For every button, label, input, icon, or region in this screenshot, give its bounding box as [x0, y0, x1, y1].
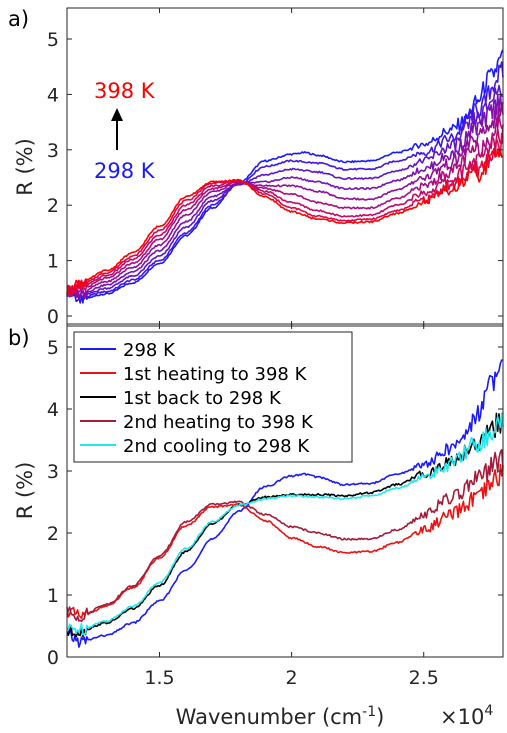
legend: 298 K 1st heating to 398 K 1st back to 298… — [73, 331, 353, 463]
x-axis-multiplier-exponent: 4 — [484, 703, 493, 719]
x-axis-label-main: Wavenumber (cm — [176, 705, 362, 729]
x-axis-label-tail: ) — [376, 705, 384, 729]
x-tick-label: 2.5 — [409, 667, 439, 689]
series-line — [66, 84, 504, 300]
annotation-arrow — [111, 108, 123, 150]
legend-entry: 1st back to 298 K — [123, 388, 282, 409]
series-line — [66, 49, 504, 304]
y-tick-label: 5 — [47, 337, 59, 359]
series-line — [66, 148, 504, 295]
annotation-arrow-head — [111, 108, 123, 121]
series-line — [66, 359, 504, 648]
y-tick-label: 5 — [47, 29, 59, 51]
x-axis-label: Wavenumber (cm-1) — [176, 704, 385, 729]
y-tick-label: 4 — [47, 399, 59, 421]
panel-a-x-ticks — [158, 8, 425, 326]
y-tick-label: 0 — [47, 306, 59, 328]
series-line — [66, 412, 504, 636]
y-tick-label: 4 — [47, 84, 59, 106]
legend-entry: 2nd cooling to 298 K — [123, 436, 310, 457]
series-line — [66, 463, 504, 620]
series-line — [66, 61, 504, 304]
panel-a-axes-frame — [66, 7, 504, 327]
panel-b-x-ticks: 1.5 2 2.5 — [144, 324, 439, 689]
series-line — [66, 93, 504, 300]
panel-b-y-label: R (%) — [13, 462, 37, 520]
legend-entry: 1st heating to 398 K — [123, 364, 308, 385]
x-tick-label: 1.5 — [144, 667, 174, 689]
series-line — [66, 448, 504, 623]
panel-a-series — [66, 49, 504, 304]
series-line — [66, 412, 504, 638]
panel-b-axes-frame — [66, 323, 504, 658]
panel-a-y-label: R (%) — [13, 138, 37, 196]
y-tick-label: 0 — [47, 647, 59, 669]
legend-entry: 2nd heating to 398 K — [123, 412, 314, 433]
x-tick-label: 2 — [286, 667, 298, 689]
y-tick-label: 3 — [47, 140, 59, 162]
y-tick-label: 3 — [47, 461, 59, 483]
series-line — [66, 124, 504, 297]
panel-a-label: a) — [8, 7, 29, 31]
panel-b-series — [66, 359, 504, 648]
x-axis-label-superscript: -1 — [362, 704, 376, 720]
series-line — [66, 102, 504, 298]
y-tick-label: 1 — [47, 585, 59, 607]
annotation-top-temperature: 398 K — [94, 79, 156, 103]
y-tick-label: 1 — [47, 251, 59, 273]
annotation-bottom-temperature: 298 K — [94, 159, 156, 183]
series-line — [66, 113, 504, 297]
panel-b: b) 0 1 2 3 4 5 1.5 2 2.5 R (%) 298 K 1st heating… — [8, 323, 504, 729]
panel-b-y-ticks: 0 1 2 3 4 5 — [47, 337, 503, 669]
y-tick-label: 2 — [47, 523, 59, 545]
panel-a: a) 0 1 2 3 4 5 R (%) 398 K 298 K — [8, 7, 504, 328]
x-axis-multiplier-base: ×10 — [440, 705, 484, 729]
x-axis-multiplier: ×104 — [440, 703, 493, 729]
y-tick-label: 2 — [47, 195, 59, 217]
legend-box — [73, 331, 353, 463]
panel-b-label: b) — [8, 326, 30, 350]
legend-entry: 298 K — [123, 340, 176, 361]
panel-a-y-ticks: 0 1 2 3 4 5 — [47, 29, 503, 328]
